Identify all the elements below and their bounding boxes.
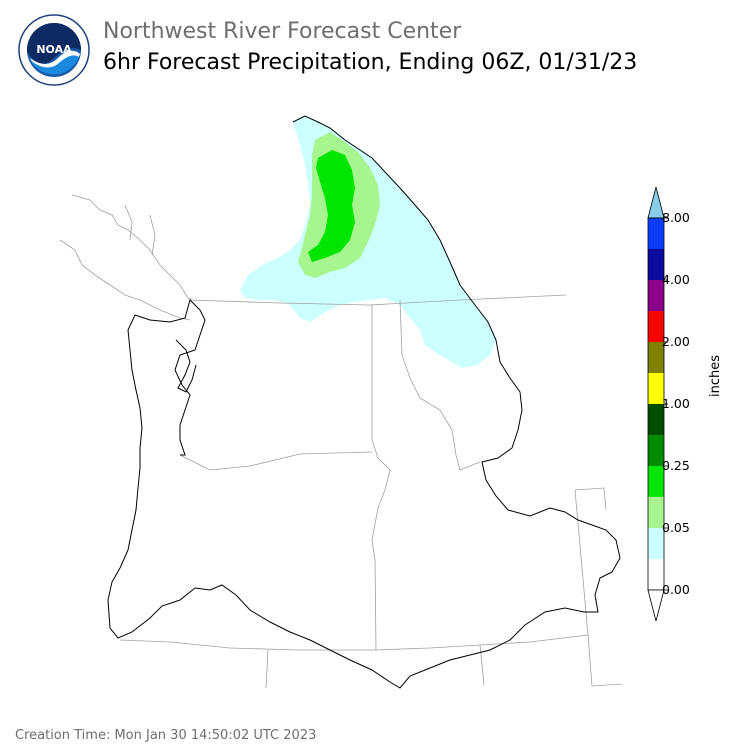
- colorbar-bin: [648, 528, 664, 559]
- precip-heavy: [308, 150, 355, 262]
- colorbar-bins: [647, 217, 665, 591]
- colorbar-bin: [648, 249, 664, 280]
- noaa-logo: NOAA: [18, 14, 90, 86]
- basin-outline: [107, 115, 621, 689]
- colorbar-units-label: inches: [708, 354, 723, 397]
- colorbar-bin: [648, 497, 664, 528]
- puget-sound: [175, 339, 197, 393]
- colorbar-bin: [648, 435, 664, 466]
- colorbar-bin: [648, 280, 664, 311]
- colorbar-bin: [648, 373, 664, 404]
- colorbar-bin: [648, 342, 664, 373]
- colorbar-bin: [648, 218, 664, 249]
- colorbar-ticks: [664, 217, 668, 591]
- colorbar-tick-label: 0.25: [662, 458, 690, 473]
- colorbar-tick-label: 8.00: [662, 210, 690, 225]
- colorbar-tick-label: 4.00: [662, 272, 690, 287]
- logo-text: NOAA: [36, 43, 72, 56]
- colorbar-tick-label: 2.00: [662, 334, 690, 349]
- canada-coastline: [59, 194, 193, 321]
- colorbar-under-triangle: [647, 589, 665, 622]
- org-title: Northwest River Forecast Center: [103, 19, 462, 44]
- colorbar-tick-label: 0.05: [662, 520, 690, 535]
- colorbar-tick-label: 1.00: [662, 396, 690, 411]
- colorbar-bin: [648, 559, 664, 590]
- colorbar-bin: [648, 311, 664, 342]
- colorbar-bin: [648, 466, 664, 497]
- product-title: 6hr Forecast Precipitation, Ending 06Z, …: [103, 50, 638, 75]
- creation-time: Creation Time: Mon Jan 30 14:50:02 UTC 2…: [15, 728, 317, 743]
- colorbar-tick-label: 0.00: [662, 582, 690, 597]
- state-boundaries: [119, 294, 623, 689]
- colorbar-bin: [648, 404, 664, 435]
